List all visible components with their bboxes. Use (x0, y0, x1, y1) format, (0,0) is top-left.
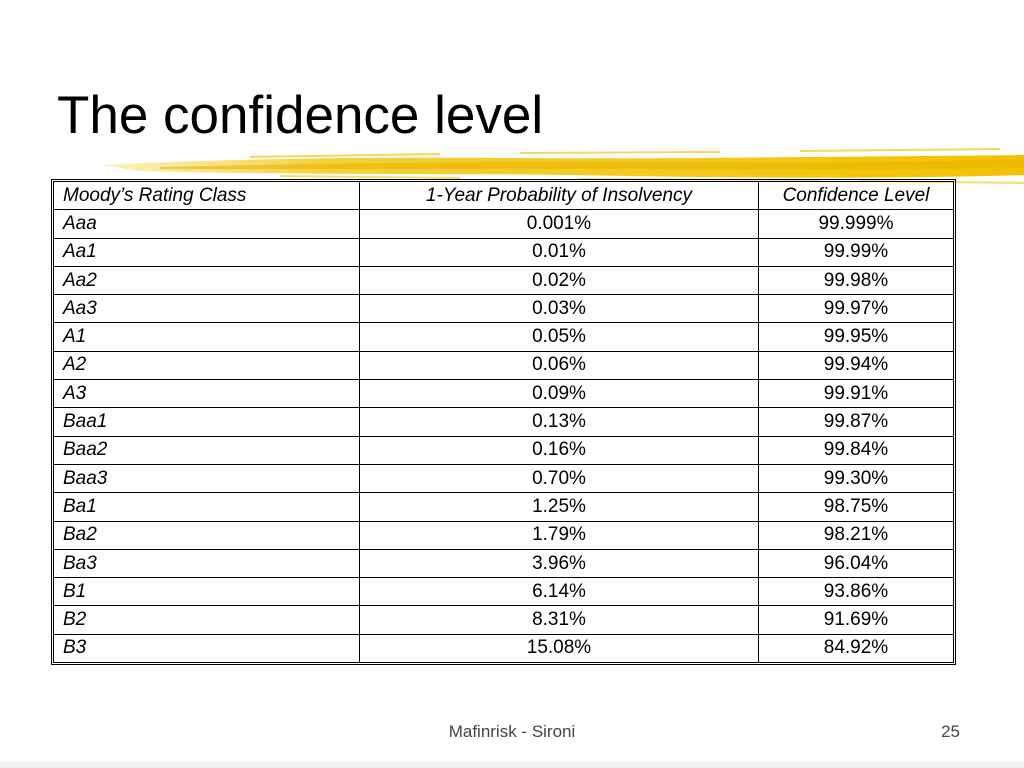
slide-title: The confidence level (57, 86, 544, 145)
table-row: Ba2 1.79% 98.21% (54, 520, 953, 550)
table-row: B2 8.31% 91.69% (54, 605, 953, 635)
cell-probability: 0.13% (359, 407, 759, 437)
cell-probability: 1.25% (359, 492, 759, 522)
cell-rating-class: Aa3 (54, 294, 360, 324)
cell-rating-class: Ba2 (54, 520, 360, 550)
footer-text: Mafinrisk - Sironi (448, 722, 576, 741)
cell-probability: 6.14% (359, 577, 759, 607)
table-row: Aa2 0.02% 99.98% (54, 265, 953, 296)
table-header-row: Moody’s Rating Class 1-Year Probability … (54, 182, 953, 211)
table-row: Baa3 0.70% 99.30% (54, 463, 953, 494)
cell-rating-class: Aa1 (54, 237, 360, 267)
cell-confidence: 91.69% (758, 605, 953, 635)
cell-confidence: 99.30% (758, 463, 953, 494)
table-row: B1 6.14% 93.86% (54, 577, 953, 607)
cell-probability: 0.16% (359, 435, 759, 465)
cell-confidence: 99.91% (758, 379, 953, 409)
rating-table: Moody’s Rating Class 1-Year Probability … (54, 182, 953, 663)
table-row: A1 0.05% 99.95% (54, 322, 953, 352)
cell-confidence: 96.04% (758, 548, 953, 579)
cell-rating-class: Aa2 (54, 265, 360, 296)
cell-rating-class: Ba3 (54, 548, 360, 579)
table-row: Ba3 3.96% 96.04% (54, 548, 953, 579)
cell-rating-class: Baa1 (54, 407, 360, 437)
cell-rating-class: Ba1 (54, 492, 360, 522)
cell-probability: 3.96% (359, 548, 759, 579)
cell-probability: 15.08% (359, 633, 759, 663)
cell-probability: 8.31% (359, 605, 759, 635)
table-row: Ba1 1.25% 98.75% (54, 492, 953, 522)
table-row: Aa1 0.01% 99.99% (54, 237, 953, 267)
cell-rating-class: A3 (54, 379, 360, 409)
cell-confidence: 99.94% (758, 350, 953, 381)
cell-rating-class: B1 (54, 577, 360, 607)
table-row: Baa1 0.13% 99.87% (54, 407, 953, 437)
title-underline-brushstroke (100, 148, 1024, 184)
cell-probability: 0.02% (359, 265, 759, 296)
cell-confidence: 98.21% (758, 520, 953, 550)
table-row: Aaa 0.001% 99.999% (54, 209, 953, 239)
cell-probability: 0.09% (359, 379, 759, 409)
table-row: A2 0.06% 99.94% (54, 350, 953, 381)
table-body: Aaa 0.001% 99.999% Aa1 0.01% 99.99% Aa2 0.02% 99… (54, 209, 953, 663)
cell-confidence: 98.75% (758, 492, 953, 522)
cell-confidence: 99.95% (758, 322, 953, 352)
cell-confidence: 99.999% (758, 209, 953, 239)
cell-probability: 1.79% (359, 520, 759, 550)
table-row: Aa3 0.03% 99.97% (54, 294, 953, 324)
cell-confidence: 84.92% (758, 633, 953, 663)
cell-probability: 0.01% (359, 237, 759, 267)
cell-confidence: 93.86% (758, 577, 953, 607)
rating-table-frame: Moody’s Rating Class 1-Year Probability … (51, 179, 956, 666)
cell-rating-class: A2 (54, 350, 360, 381)
bottom-band (0, 762, 1024, 768)
cell-rating-class: A1 (54, 322, 360, 352)
cell-rating-class: Aaa (54, 209, 360, 239)
column-header-rating-class: Moody’s Rating Class (54, 182, 360, 211)
cell-probability: 0.70% (359, 463, 759, 494)
cell-confidence: 99.98% (758, 265, 953, 296)
column-header-probability: 1-Year Probability of Insolvency (359, 182, 759, 211)
cell-rating-class: Baa3 (54, 463, 360, 494)
cell-rating-class: Baa2 (54, 435, 360, 465)
cell-confidence: 99.87% (758, 407, 953, 437)
cell-probability: 0.05% (359, 322, 759, 352)
cell-rating-class: B2 (54, 605, 360, 635)
table-row: Baa2 0.16% 99.84% (54, 435, 953, 465)
cell-confidence: 99.84% (758, 435, 953, 465)
cell-probability: 0.001% (359, 209, 759, 239)
cell-rating-class: B3 (54, 633, 360, 663)
column-header-confidence: Confidence Level (758, 182, 953, 211)
cell-confidence: 99.99% (758, 237, 953, 267)
cell-confidence: 99.97% (758, 294, 953, 324)
cell-probability: 0.03% (359, 294, 759, 324)
page-number: 25 (941, 722, 960, 741)
cell-probability: 0.06% (359, 350, 759, 381)
table-row: B3 15.08% 84.92% (54, 633, 953, 663)
table-row: A3 0.09% 99.91% (54, 379, 953, 409)
